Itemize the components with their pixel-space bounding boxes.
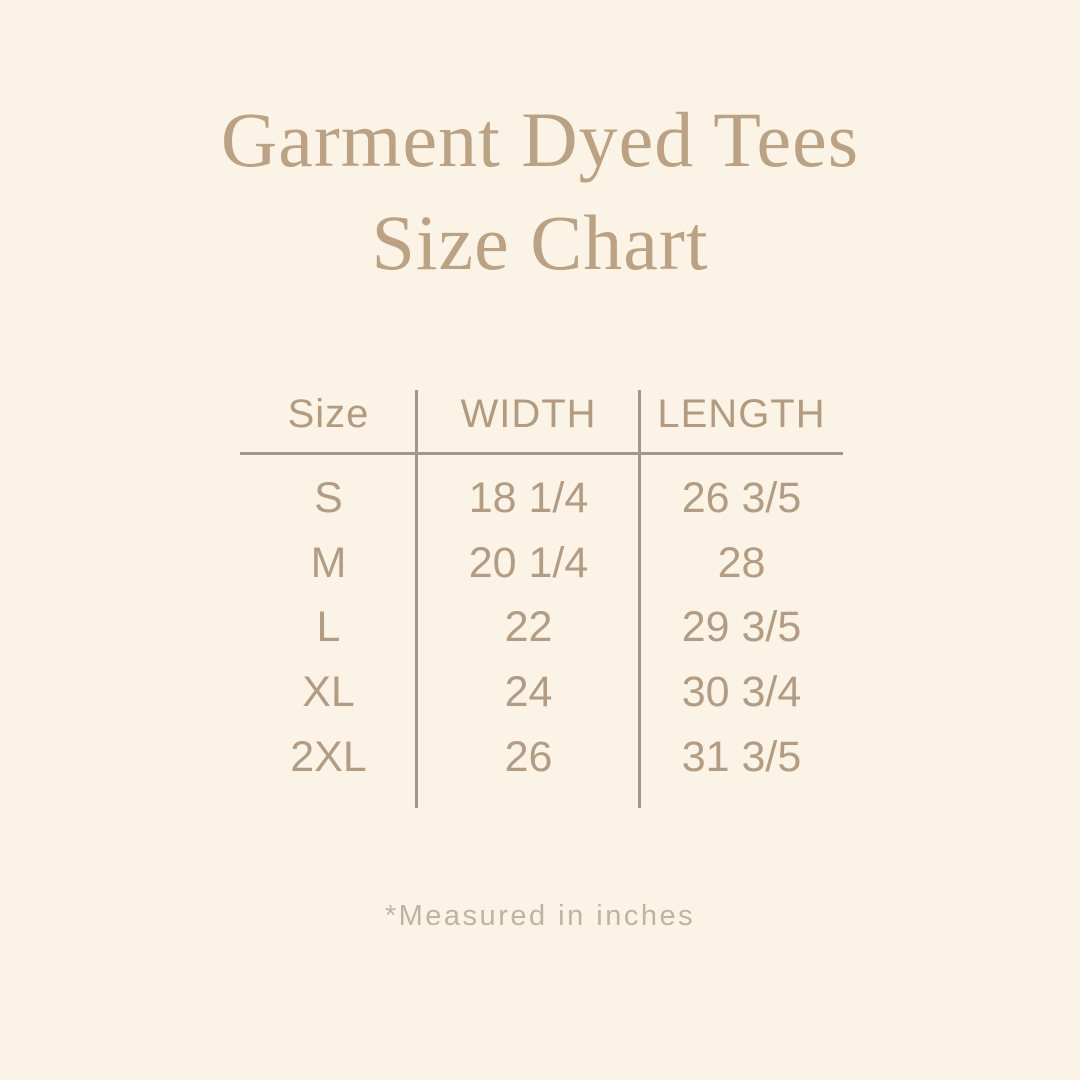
cell-length: 26 3/5 [681,473,802,522]
header-divider [240,452,843,455]
title-line-2: Size Chart [371,199,709,286]
column-divider-1 [415,390,418,808]
cell-length: 29 3/5 [681,603,802,652]
header-length: LENGTH [657,391,826,436]
title-line-1: Garment Dyed Tees [220,96,860,183]
table-row: XL 24 30 3/4 [240,660,843,725]
table-row: S 18 1/4 26 3/5 [240,466,843,531]
header-size: Size [287,391,370,436]
table-header-row: Size WIDTH LENGTH [240,386,843,442]
column-divider-2 [638,390,641,808]
cell-size: XL [302,668,355,717]
cell-width: 20 1/4 [468,538,589,587]
measurement-footnote: *Measured in inches [384,900,696,932]
table-row: 2XL 26 31 3/5 [240,725,843,790]
cell-size: L [316,603,341,652]
cell-width: 18 1/4 [468,473,589,522]
cell-length: 31 3/5 [681,732,802,781]
table-row: L 22 29 3/5 [240,596,843,661]
cell-width: 24 [504,668,553,717]
cell-width: 26 [504,732,553,781]
cell-size: 2XL [290,732,367,781]
cell-size: S [314,473,343,522]
cell-length: 30 3/4 [681,668,802,717]
cell-length: 28 [717,538,766,587]
header-width: WIDTH [460,391,597,436]
table-body: S 18 1/4 26 3/5 M 20 1/4 28 L 22 29 3/5 … [240,466,843,790]
page-title: Garment Dyed Tees Size Chart [0,88,1080,294]
table-row: M 20 1/4 28 [240,531,843,596]
cell-size: M [310,538,347,587]
cell-width: 22 [504,603,553,652]
